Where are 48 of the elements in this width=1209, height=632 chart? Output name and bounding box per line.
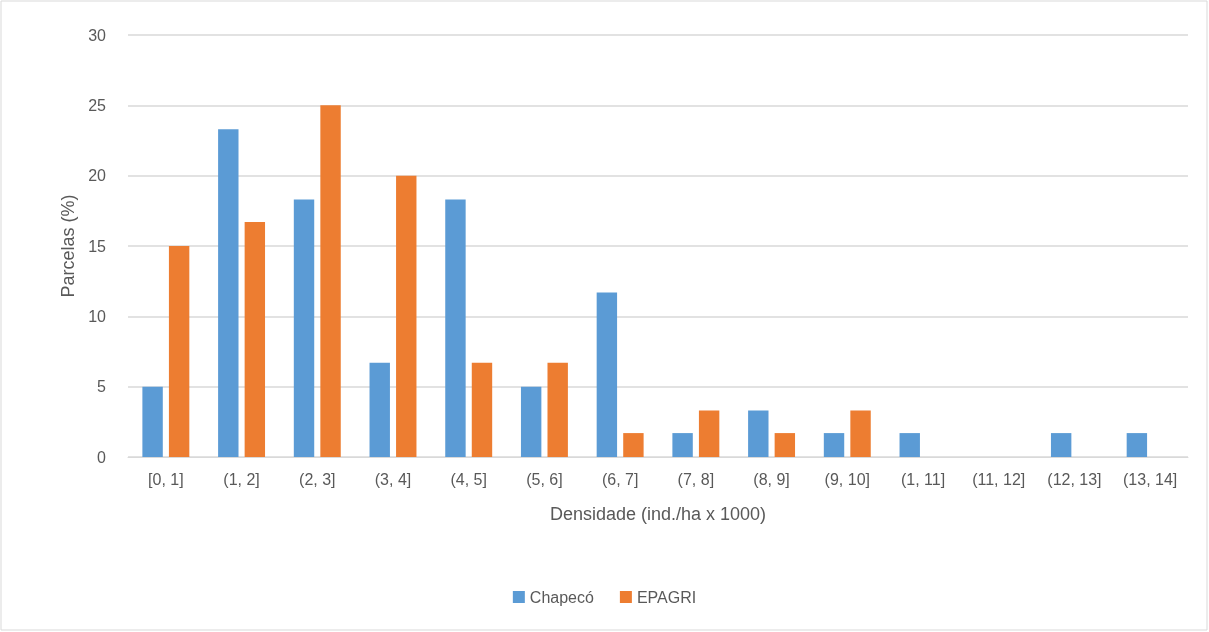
legend-label: EPAGRI [636, 588, 697, 606]
bar [823, 433, 845, 457]
bar [623, 433, 644, 457]
bar [320, 105, 341, 457]
bar [471, 362, 493, 457]
bar [293, 199, 315, 457]
bar [1126, 433, 1148, 457]
bar [396, 175, 417, 457]
y-tick-label: 20 [88, 167, 107, 185]
bar [520, 386, 542, 457]
x-tick-label: (2, 3] [299, 470, 336, 488]
y-tick-label: 15 [88, 237, 107, 255]
x-tick-label: (3, 4] [374, 470, 412, 488]
x-tick-label: (8, 9] [753, 470, 790, 488]
bar [168, 246, 190, 457]
x-tick-label: (7, 8] [677, 470, 715, 488]
y-tick-label: 0 [97, 448, 107, 466]
x-tick-label: (13, 14] [1123, 470, 1178, 488]
x-tick-label: (12, 13] [1047, 470, 1102, 488]
y-tick-label: 30 [88, 26, 107, 44]
bar [142, 386, 163, 457]
x-tick-label: [0, 1] [148, 470, 184, 488]
y-tick-label: 10 [88, 307, 107, 325]
bar [547, 362, 568, 457]
y-axis-title: Parcelas (%) [58, 194, 79, 298]
bar [748, 410, 769, 457]
bar [698, 410, 720, 457]
bar [899, 433, 920, 457]
x-tick-label: (1, 2] [223, 470, 260, 488]
x-tick-label: (9, 10] [824, 470, 870, 488]
y-tick-label: 5 [97, 378, 107, 396]
x-tick-label: (5, 6] [526, 470, 563, 488]
x-tick-label: (6, 7] [601, 470, 639, 488]
bar [244, 222, 266, 457]
bar [369, 362, 390, 457]
x-tick-label: (1, 11] [900, 470, 946, 488]
y-tick-label: 25 [88, 96, 107, 114]
x-tick-label: (11, 12] [972, 470, 1026, 488]
bar [445, 199, 466, 457]
bar [672, 433, 693, 457]
bar [774, 433, 796, 457]
bar [1050, 433, 1072, 457]
legend-label: Chapecó [529, 588, 594, 606]
bar [218, 129, 239, 457]
x-axis-title: Densidade (ind./ha x 1000) [549, 504, 767, 524]
bar [596, 292, 618, 457]
x-tick-label: (4, 5] [450, 470, 487, 488]
bar [850, 410, 871, 457]
